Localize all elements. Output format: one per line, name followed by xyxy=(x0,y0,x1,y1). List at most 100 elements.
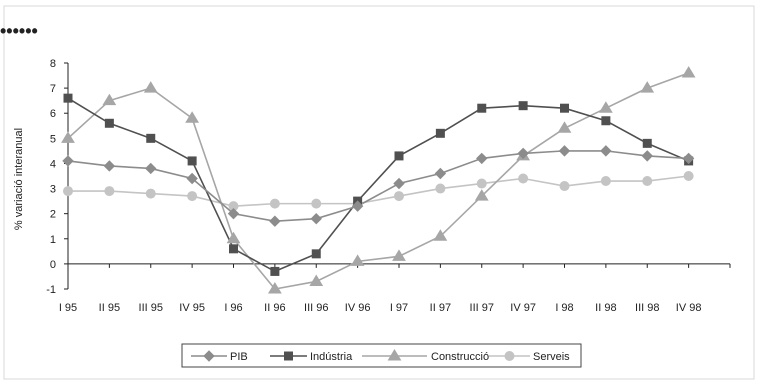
x-tick-label: IV 96 xyxy=(345,302,371,314)
x-tick-label: III 96 xyxy=(304,302,328,314)
point-serveis xyxy=(145,188,156,199)
point-serveis xyxy=(435,183,446,194)
x-tick-label: III 95 xyxy=(139,302,163,314)
point-ind-stria xyxy=(435,128,445,138)
legend-marker xyxy=(504,351,515,361)
y-tick-label: 0 xyxy=(50,259,56,271)
series-lines xyxy=(67,72,689,290)
y-axis-label: % variació interanual xyxy=(13,128,25,230)
point-pib xyxy=(600,145,612,157)
point-construcci- xyxy=(640,81,655,93)
point-serveis xyxy=(559,181,570,192)
plot-frame xyxy=(3,5,755,380)
point-construcci- xyxy=(474,189,489,201)
legend-label: Construcció xyxy=(431,351,489,363)
x-tick-label: I 97 xyxy=(390,302,408,314)
point-ind-stria xyxy=(560,103,569,113)
point-ind-stria xyxy=(642,138,652,148)
point-ind-stria xyxy=(311,249,321,259)
point-pib xyxy=(227,207,240,220)
point-pib xyxy=(269,215,281,227)
x-ticks: I 95 II 95 III 95 IV 95 I 96 II 96 III 96 IV 96… xyxy=(59,263,731,314)
x-tick-label: I 98 xyxy=(555,302,573,314)
series-line-ind-stria xyxy=(67,97,689,273)
point-ind-stria xyxy=(394,151,404,161)
point-construcci- xyxy=(102,93,117,106)
point-pib xyxy=(103,160,116,172)
point-pib xyxy=(310,212,322,225)
point-pib xyxy=(393,177,405,190)
legend-label: Indústria xyxy=(310,351,353,363)
point-pib xyxy=(145,162,157,175)
point-pib xyxy=(434,167,447,180)
point-construcci- xyxy=(309,274,324,286)
point-pib xyxy=(351,200,364,212)
y-tick-label: 6 xyxy=(50,108,56,120)
point-ind-stria xyxy=(229,244,238,254)
point-construcci- xyxy=(598,101,613,113)
point-serveis xyxy=(476,178,487,189)
x-tick-label: IV 98 xyxy=(676,302,702,314)
series-line-pib xyxy=(67,150,689,223)
y-tick-label: -1 xyxy=(46,284,56,296)
legend-marker xyxy=(387,349,402,361)
point-serveis xyxy=(63,186,73,197)
y-tick-label: 8 xyxy=(50,58,56,70)
point-pib xyxy=(682,152,695,165)
point-serveis xyxy=(642,176,653,187)
point-serveis xyxy=(683,171,694,181)
point-construcci- xyxy=(226,231,241,244)
series-line-construcci- xyxy=(67,72,689,290)
point-serveis xyxy=(600,176,611,187)
y-tick-label: 3 xyxy=(50,184,56,196)
x-tick-label: III 98 xyxy=(635,302,659,314)
point-pib xyxy=(186,172,198,185)
point-pib xyxy=(62,155,74,167)
legend-label: PIB xyxy=(230,351,248,363)
x-tick-label: II 98 xyxy=(595,302,616,314)
y-tick-label: 2 xyxy=(50,209,56,221)
legend: PIB Indústria Construcció Serveis xyxy=(181,343,582,368)
point-serveis xyxy=(187,191,198,202)
point-ind-stria xyxy=(187,156,197,166)
x-tick-label: II 95 xyxy=(99,302,120,314)
point-pib xyxy=(476,152,488,165)
series-line-serveis xyxy=(68,175,689,207)
point-ind-stria xyxy=(63,93,73,103)
x-tick-label: I 95 xyxy=(59,302,77,314)
point-pib xyxy=(517,147,529,160)
point-construcci- xyxy=(433,229,448,241)
point-ind-stria xyxy=(146,133,156,143)
point-construcci- xyxy=(681,66,696,78)
header-dots: •••••• xyxy=(0,21,38,41)
point-ind-stria xyxy=(601,116,611,126)
point-pib xyxy=(558,145,571,157)
point-construcci- xyxy=(61,131,75,143)
x-tick-label: II 97 xyxy=(430,302,451,314)
point-serveis xyxy=(518,173,529,184)
point-construcci- xyxy=(185,111,200,123)
point-construcci- xyxy=(350,254,365,266)
point-serveis xyxy=(104,186,115,197)
point-construcci- xyxy=(392,249,406,261)
y-tick-label: 7 xyxy=(50,83,56,95)
y-tick-label: 1 xyxy=(50,234,56,246)
point-serveis xyxy=(269,198,280,209)
legend-marker xyxy=(284,351,293,361)
point-ind-stria xyxy=(270,266,280,276)
point-ind-stria xyxy=(104,118,114,128)
y-tick-label: 4 xyxy=(50,158,56,170)
point-construcci- xyxy=(143,81,158,93)
point-serveis xyxy=(394,191,404,202)
point-pib xyxy=(641,150,653,162)
legend-label: Serveis xyxy=(533,351,570,363)
point-ind-stria xyxy=(518,101,528,111)
point-construcci- xyxy=(557,121,572,133)
x-tick-label: III 97 xyxy=(470,302,494,314)
legend-marker xyxy=(203,350,215,362)
y-tick-label: 5 xyxy=(50,133,56,145)
x-tick-label: IV 97 xyxy=(510,302,536,314)
point-construcci- xyxy=(267,282,282,294)
series-markers xyxy=(61,66,696,294)
